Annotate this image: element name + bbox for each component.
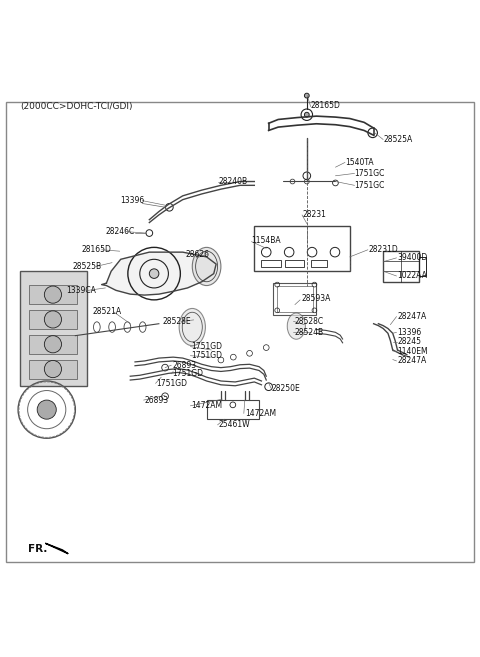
Text: 28247A: 28247A — [397, 312, 427, 321]
Ellipse shape — [192, 248, 221, 286]
Bar — [383, 251, 419, 282]
Text: 28246C: 28246C — [106, 227, 135, 236]
Text: 39400D: 39400D — [397, 254, 428, 262]
Ellipse shape — [94, 322, 100, 332]
Text: 1472AM: 1472AM — [192, 401, 222, 411]
Text: 1751GD: 1751GD — [156, 379, 188, 388]
Text: 28231: 28231 — [302, 210, 326, 219]
Bar — [21, 271, 87, 386]
Text: 1751GC: 1751GC — [355, 181, 385, 190]
Bar — [29, 310, 77, 329]
Circle shape — [37, 400, 56, 419]
Ellipse shape — [287, 313, 305, 339]
Circle shape — [44, 361, 61, 378]
Ellipse shape — [179, 308, 205, 346]
Text: 1751GD: 1751GD — [192, 351, 222, 360]
Circle shape — [44, 286, 61, 304]
Text: 1140EM: 1140EM — [397, 347, 428, 356]
Ellipse shape — [109, 322, 116, 332]
Text: 1751GD: 1751GD — [192, 342, 222, 351]
Text: 1751GC: 1751GC — [355, 169, 385, 178]
Text: 28525A: 28525A — [383, 135, 412, 144]
Text: (2000CC>DOHC-TCI/GDI): (2000CC>DOHC-TCI/GDI) — [21, 102, 133, 111]
Text: 28231D: 28231D — [369, 245, 398, 254]
Text: 1751GD: 1751GD — [172, 369, 203, 378]
Text: 1540TA: 1540TA — [345, 158, 373, 167]
Text: 26893: 26893 — [172, 361, 196, 370]
Circle shape — [44, 336, 61, 353]
Circle shape — [44, 311, 61, 328]
Circle shape — [304, 93, 309, 98]
Circle shape — [149, 269, 159, 279]
Polygon shape — [45, 543, 68, 554]
Text: 28245: 28245 — [397, 337, 421, 346]
Text: 28626: 28626 — [185, 250, 209, 259]
Text: 25461W: 25461W — [218, 420, 250, 430]
Text: 28165D: 28165D — [311, 101, 340, 110]
Text: 1339CA: 1339CA — [66, 286, 96, 295]
Bar — [277, 286, 312, 312]
Text: 28528C: 28528C — [294, 317, 324, 326]
Bar — [29, 334, 77, 353]
Text: 28521A: 28521A — [92, 307, 121, 316]
Text: 28525B: 28525B — [72, 262, 101, 271]
Text: 26893: 26893 — [144, 396, 168, 405]
Text: 28528E: 28528E — [163, 317, 192, 326]
Text: 13396: 13396 — [397, 328, 422, 337]
Bar — [419, 257, 426, 276]
Bar — [285, 260, 304, 267]
Text: 1154BA: 1154BA — [252, 236, 281, 244]
Bar — [29, 359, 77, 378]
Bar — [311, 260, 327, 267]
Text: 13396: 13396 — [120, 196, 144, 205]
Bar — [29, 285, 77, 304]
Text: 28165D: 28165D — [82, 245, 111, 254]
Text: FR.: FR. — [28, 544, 47, 554]
Ellipse shape — [139, 322, 146, 332]
Text: 1022AA: 1022AA — [397, 271, 427, 279]
Bar — [254, 226, 350, 271]
Circle shape — [304, 112, 309, 117]
Bar — [262, 260, 281, 267]
Text: 28250E: 28250E — [272, 384, 301, 393]
Text: 1472AM: 1472AM — [245, 409, 276, 418]
Polygon shape — [102, 252, 216, 295]
Bar — [206, 400, 259, 419]
Text: 28247A: 28247A — [397, 357, 427, 365]
Text: 28240B: 28240B — [218, 177, 248, 186]
Bar — [274, 283, 316, 315]
Text: 28524B: 28524B — [294, 328, 324, 337]
Ellipse shape — [124, 322, 131, 332]
Text: 28593A: 28593A — [301, 294, 330, 304]
